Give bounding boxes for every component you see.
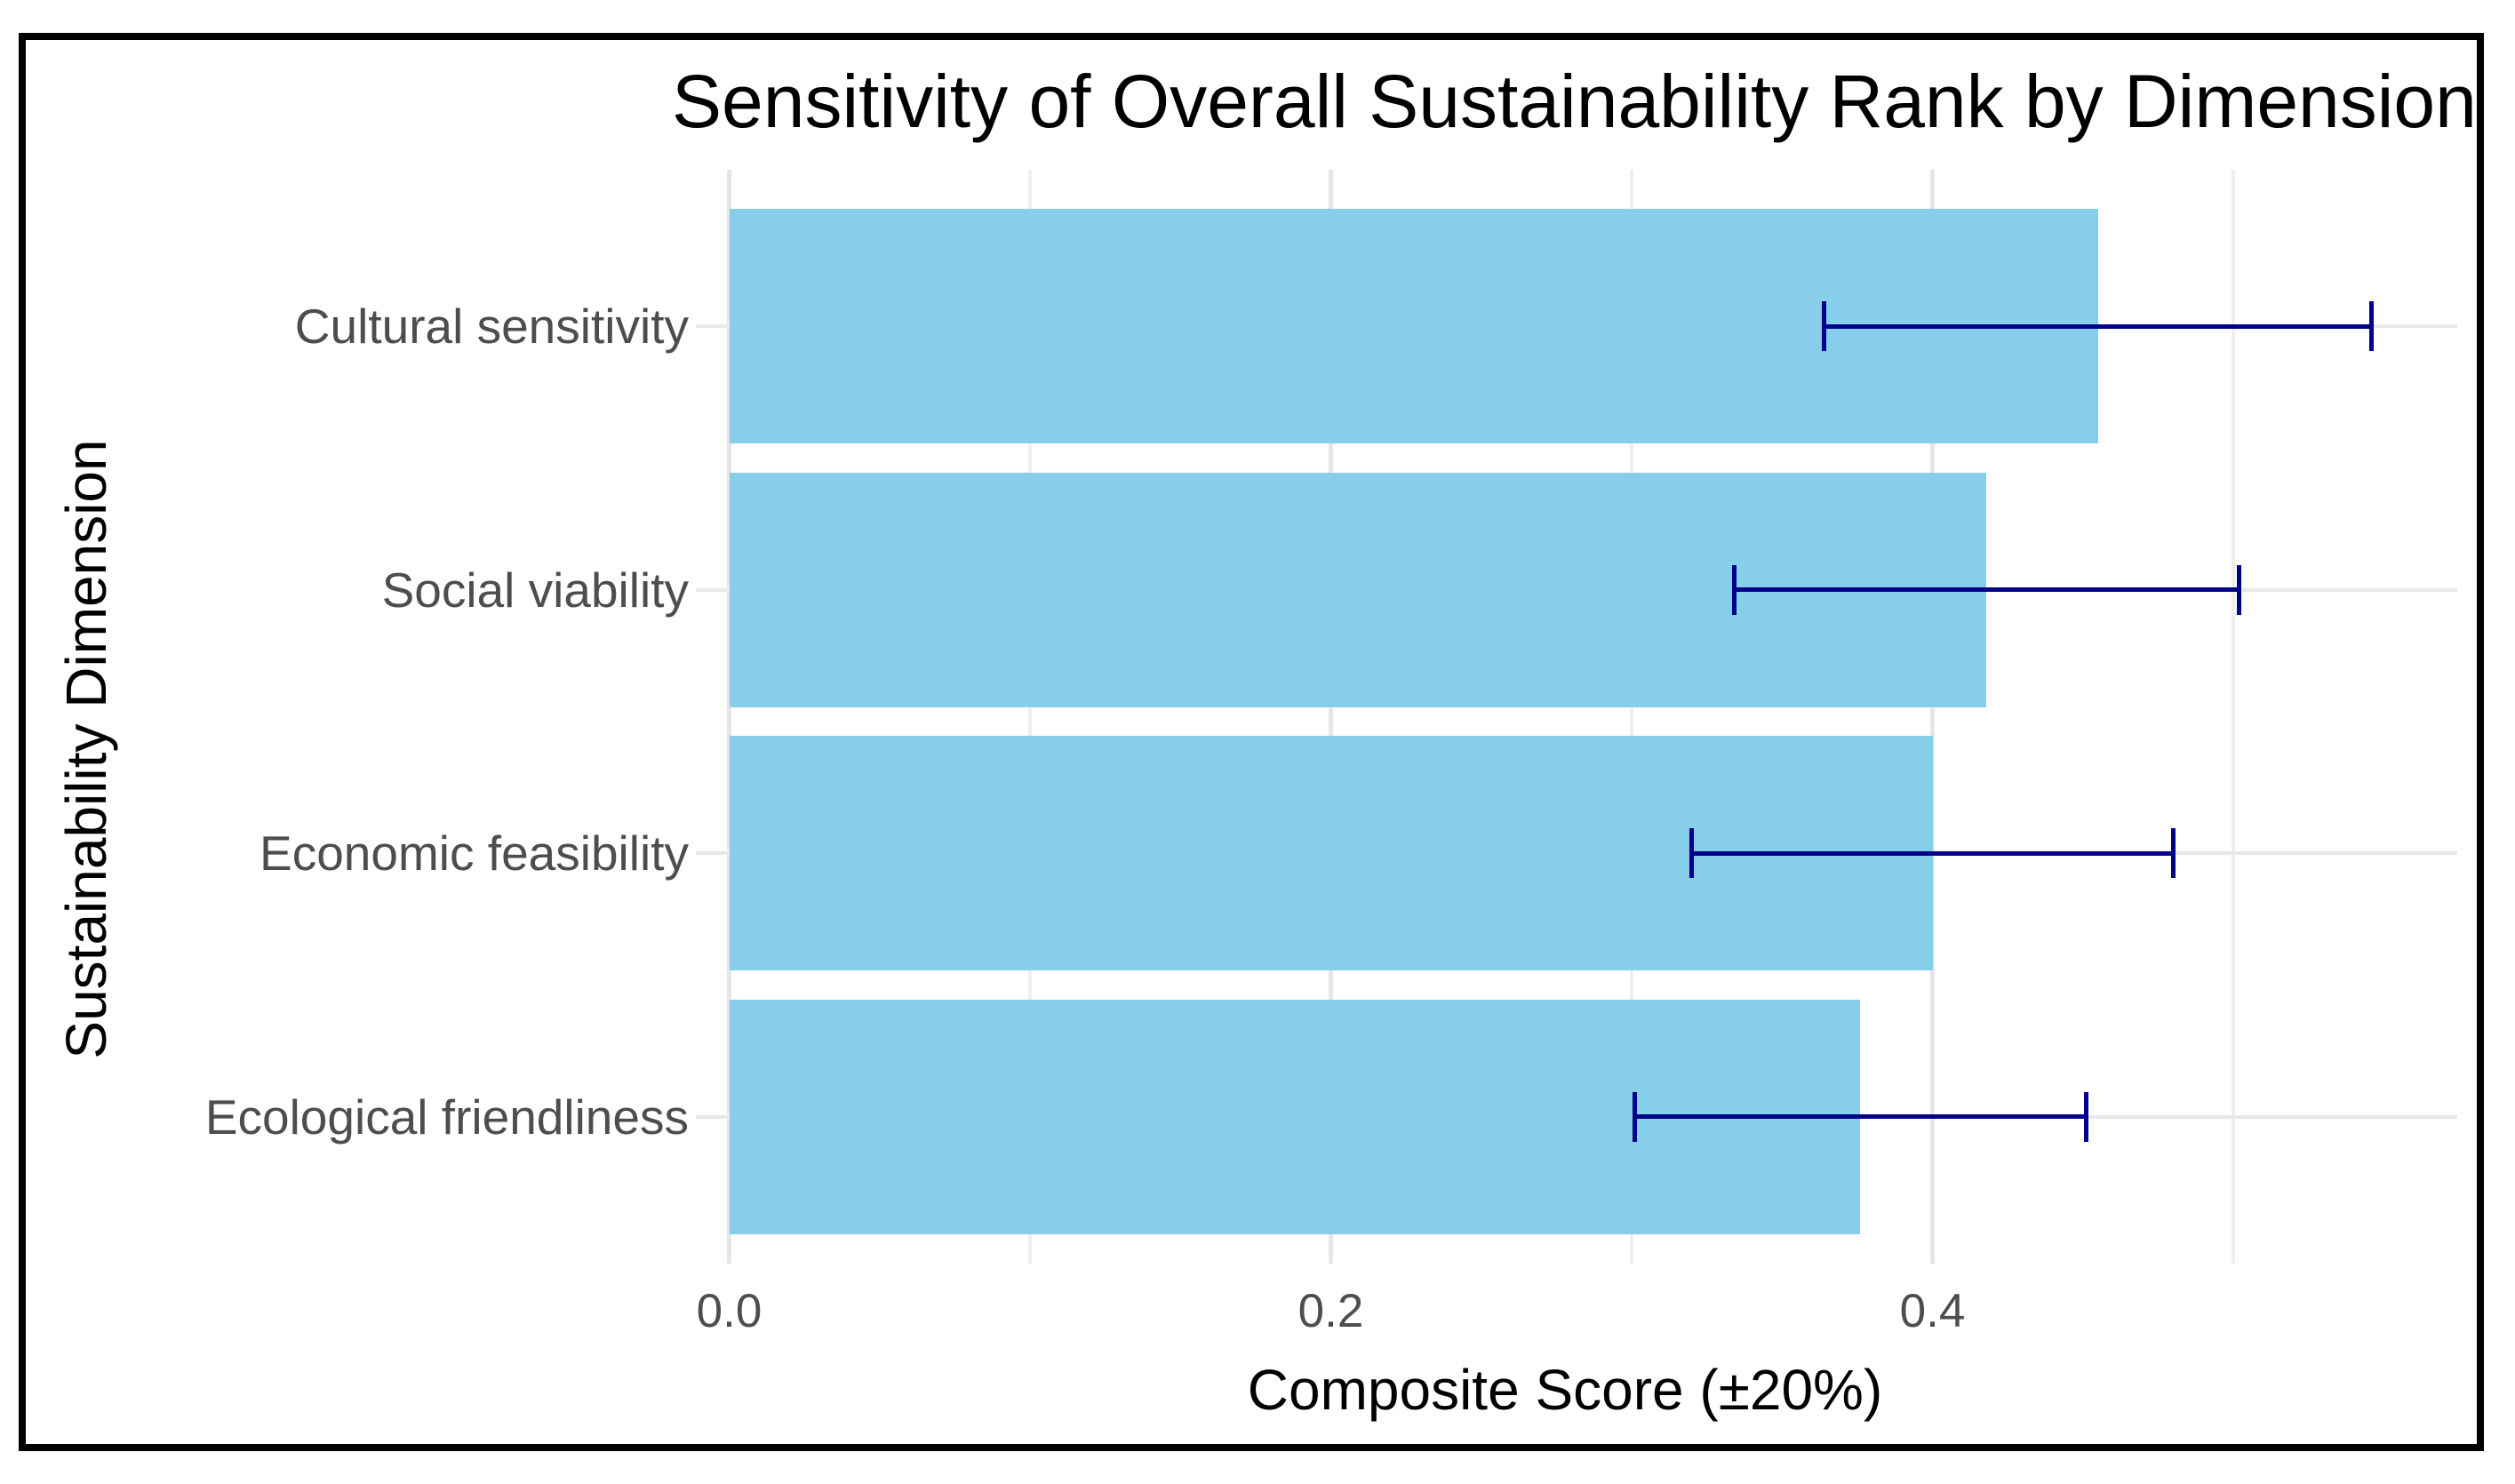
category-label-social-viability: Social viability: [381, 562, 689, 618]
category-label-economic-feasibility: Economic feasibility: [259, 826, 689, 881]
error-cap-low-economic-feasibility: [1689, 828, 1695, 878]
gridline-x-minor-0.5: [2232, 170, 2235, 1264]
chart-title: Sensitivity of Overall Sustainability Ra…: [672, 60, 2477, 143]
gridline-x-0.2: [1329, 170, 1333, 1264]
gridline-x-minor-0.3: [1630, 170, 1633, 1264]
error-cap-high-economic-feasibility: [2170, 828, 2176, 878]
error-bar-economic-feasibility: [1691, 850, 2174, 856]
error-cap-low-cultural-sensitivity: [1822, 301, 1827, 351]
y-axis-title: Sustainability Dimension: [54, 439, 118, 1059]
error-bar-social-viability: [1734, 587, 2240, 592]
error-cap-high-ecological-friendliness: [2083, 1091, 2088, 1142]
category-label-ecological-friendliness: Ecological friendliness: [204, 1089, 689, 1145]
gridline-x-minor-0.1: [1028, 170, 1032, 1264]
x-axis-title: Composite Score (±20%): [1247, 1358, 1883, 1422]
x-tick-label-0.2: 0.2: [1297, 1285, 1364, 1337]
gridline-x-0.4: [1930, 170, 1935, 1264]
error-bar-cultural-sensitivity: [1824, 323, 2372, 329]
error-cap-low-ecological-friendliness: [1632, 1091, 1637, 1142]
gridline-x-0.0: [727, 170, 731, 1264]
x-tick-label-0.0: 0.0: [696, 1285, 762, 1337]
x-tick-label-0.4: 0.4: [1899, 1285, 1966, 1337]
category-label-cultural-sensitivity: Cultural sensitivity: [294, 299, 689, 354]
error-cap-high-cultural-sensitivity: [2369, 301, 2375, 351]
error-cap-high-social-viability: [2237, 564, 2242, 615]
error-cap-low-social-viability: [1731, 564, 1737, 615]
error-bar-ecological-friendliness: [1634, 1114, 2087, 1119]
figure-border: [19, 33, 2484, 1451]
